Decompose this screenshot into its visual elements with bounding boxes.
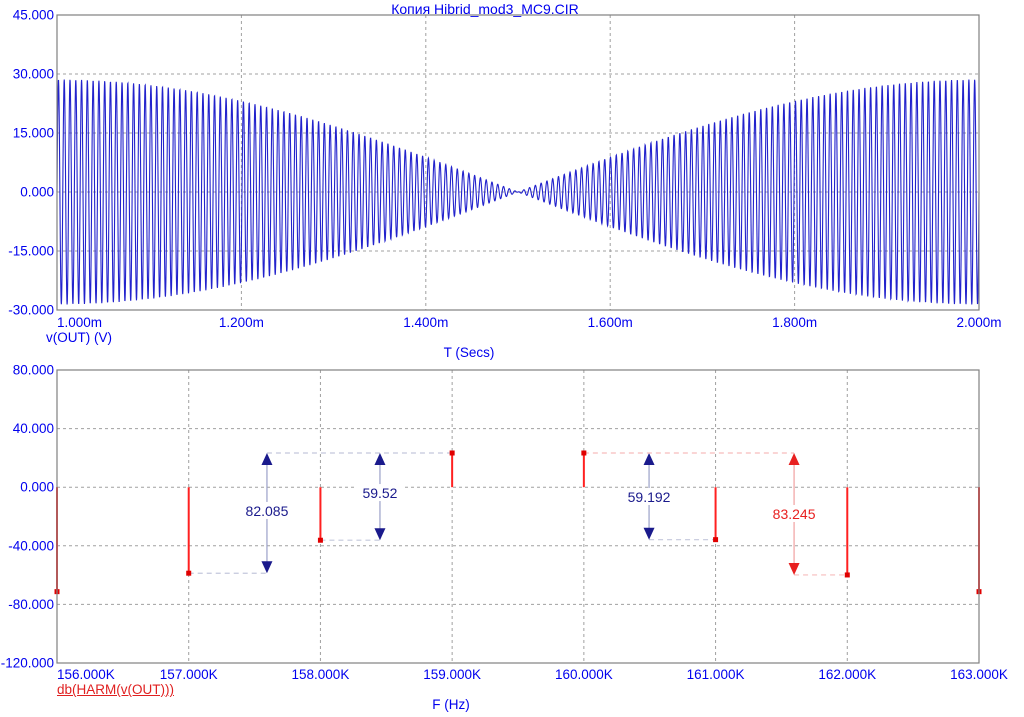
x-tick-label: 1.800m (772, 315, 817, 330)
vout-waveform (56, 79, 980, 305)
measurement-82.085: 82.085 (188, 452, 453, 574)
y-tick-label: 30.000 (13, 67, 54, 82)
spectrum-stem-marker (186, 570, 192, 576)
spectrum-stem-marker (844, 572, 850, 578)
plot-title: Копия Hibrid_mod3_MC9.CIR (391, 1, 579, 17)
x-tick-label: 156.000K (57, 667, 115, 682)
measure-arrow-up (643, 452, 655, 465)
x-tick-label: 161.000K (687, 667, 745, 682)
time-axis-label: T (Secs) (443, 345, 495, 360)
x-tick-label: 1.200m (219, 315, 264, 330)
y-tick-label: -15.000 (8, 244, 54, 259)
x-tick-label: 157.000K (160, 667, 218, 682)
spectrum-plot-area[interactable]: 82.085 59.52 59.192 83.245 80.000 40.000 0.000… (0, 362, 1024, 686)
measure-arrow-down (261, 561, 273, 574)
x-tick-label: 1.400m (403, 315, 448, 330)
y-tick-label: 0.000 (20, 480, 54, 495)
y-tick-label: 45.000 (13, 8, 54, 23)
y-tick-label: -80.000 (8, 597, 54, 612)
measure-arrow-up (788, 452, 800, 465)
measurement-59.52: 59.52 (320, 452, 403, 541)
trace-label-vout[interactable]: v(OUT) (V) (46, 330, 112, 345)
transient-frame (56, 14, 980, 311)
trace-label-dbharm[interactable]: db(HARM(v(OUT))) (57, 682, 174, 697)
spectrum-stem-marker (317, 537, 323, 543)
spectrum-stem-marker (449, 450, 455, 456)
y-tick-label: -120.000 (1, 656, 54, 671)
measure-label-bg (767, 505, 821, 523)
measure-arrow-up (261, 452, 273, 465)
measure-arrow-down (643, 527, 655, 540)
x-tick-label: 2.000m (956, 315, 1001, 330)
y-tick-label: -30.000 (8, 303, 54, 318)
measure-label-bg (622, 488, 676, 506)
y-tick-label: 40.000 (13, 421, 54, 436)
measure-value: 59.52 (362, 485, 397, 501)
x-tick-label: 159.000K (423, 667, 481, 682)
measurement-59.192: 59.192 (622, 452, 716, 541)
y-tick-label: 15.000 (13, 126, 54, 141)
x-tick-label: 1.000m (57, 315, 102, 330)
y-tick-label: 0.000 (20, 185, 54, 200)
x-tick-label: 158.000K (292, 667, 350, 682)
x-tick-label: 162.000K (818, 667, 876, 682)
transient-plot-area[interactable]: 45.000 30.000 15.000 0.000 -15.000 -30.0001.0… (0, 0, 1024, 362)
measure-arrow-down (374, 528, 386, 541)
spectrum-frame (56, 369, 980, 664)
measure-arrow-up (374, 452, 386, 465)
measure-value: 83.245 (773, 506, 816, 522)
measure-value: 82.085 (246, 503, 289, 519)
spectrum-stem-marker (713, 537, 719, 543)
measure-label-bg (240, 501, 294, 519)
measurement-83.245: 83.245 (583, 452, 848, 576)
spectrum-stem-marker (581, 450, 587, 456)
measure-label-bg (356, 484, 403, 502)
spectrum-grid (57, 370, 979, 663)
x-tick-label: 160.000K (555, 667, 613, 682)
y-tick-label: -40.000 (8, 538, 54, 553)
measure-value: 59.192 (628, 489, 671, 505)
x-tick-label: 1.600m (588, 315, 633, 330)
measure-arrow-down (788, 562, 800, 575)
frequency-axis-label: F (Hz) (432, 697, 470, 712)
y-tick-label: 80.000 (13, 363, 54, 378)
x-tick-label: 163.000K (950, 667, 1008, 682)
